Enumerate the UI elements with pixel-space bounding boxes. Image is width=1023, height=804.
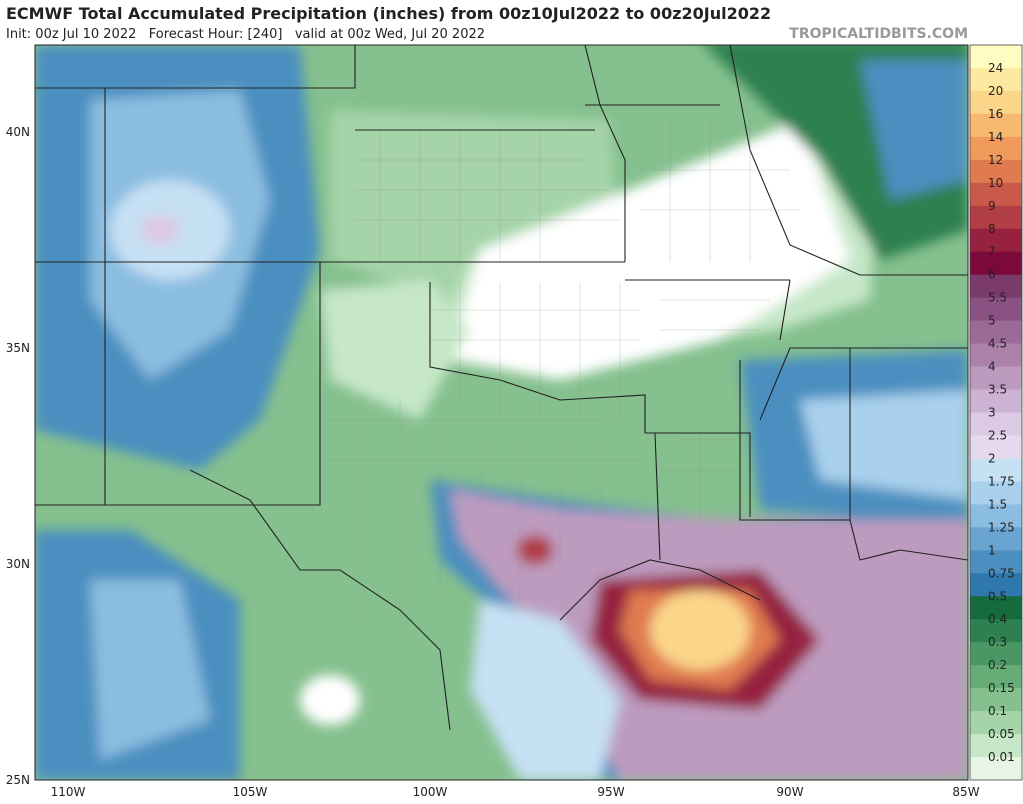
colorbar-label: 16 — [988, 107, 1003, 121]
lon-label: 100W — [413, 785, 448, 799]
colorbar-label: 0.05 — [988, 727, 1015, 741]
colorbar-swatch — [970, 343, 1022, 368]
lon-label: 85W — [952, 785, 979, 799]
colorbar-swatch — [970, 458, 1022, 482]
colorbar-swatch — [970, 734, 1022, 758]
lon-label: 110W — [51, 785, 86, 799]
lon-label: 90W — [776, 785, 803, 799]
colorbar-label: 2 — [988, 451, 996, 465]
colorbar-label: 1.75 — [988, 474, 1015, 488]
map-frame — [34, 44, 969, 781]
colorbar-label: 14 — [988, 130, 1003, 144]
colorbar-swatch — [970, 573, 1022, 597]
colorbar-label: 7 — [988, 245, 996, 259]
colorbar-label: 4 — [988, 360, 996, 374]
map — [35, 45, 968, 780]
site-name: TROPICALTIDBITS.COM — [789, 26, 968, 42]
colorbar-label: 12 — [988, 153, 1003, 167]
colorbar-swatch — [970, 481, 1022, 505]
colorbar-swatch — [970, 251, 1022, 276]
lat-label: 40N — [6, 125, 30, 139]
colorbar-label: 20 — [988, 84, 1003, 98]
colorbar-label: 4.5 — [988, 337, 1007, 351]
colorbar-swatch — [970, 228, 1022, 253]
colorbar-swatch — [970, 45, 1022, 69]
colorbar-swatch — [970, 90, 1022, 115]
colorbar-label: 10 — [988, 176, 1003, 190]
colorbar: 24 20 16 14 12 10 9 8 7 6 5.5 5 4.5 4 3.5 3 2.5 2 1.75 1.5 1… — [969, 44, 1023, 781]
colorbar-label: 2.5 — [988, 428, 1007, 442]
title: ECMWF Total Accumulated Precipitation (i… — [6, 4, 771, 23]
colorbar-label: 3 — [988, 406, 996, 420]
colorbar-label: 0.5 — [988, 589, 1007, 603]
colorbar-swatch — [970, 412, 1022, 436]
longitude-labels: 110W 105W 100W 95W 90W 85W — [51, 785, 980, 799]
colorbar-frame — [969, 44, 1023, 781]
colorbar-swatch — [970, 113, 1022, 138]
colorbar-label: 0.4 — [988, 612, 1007, 626]
colorbar-swatch — [970, 757, 1022, 781]
colorbar-label: 8 — [988, 222, 996, 236]
colorbar-swatch — [970, 136, 1022, 161]
colorbar-swatch — [970, 665, 1022, 689]
colorbar-swatch — [970, 711, 1022, 735]
colorbar-swatch — [970, 182, 1022, 207]
colorbar-label: 0.15 — [988, 681, 1015, 695]
colorbar-swatch — [970, 389, 1022, 413]
colorbar-swatch — [970, 550, 1022, 574]
colorbar-label: 0.01 — [988, 750, 1015, 764]
colorbar-label: 3.5 — [988, 383, 1007, 397]
lat-label: 35N — [6, 341, 30, 355]
colorbar-swatch — [970, 67, 1022, 92]
latitude-labels: 40N 35N 30N 25N — [6, 125, 30, 787]
subtitle: Init: 00z Jul 10 2022 Forecast Hour: [24… — [6, 27, 485, 42]
colorbar-label: 0.3 — [988, 635, 1007, 649]
colorbar-label: 0.2 — [988, 658, 1007, 672]
colorbar-swatch — [970, 527, 1022, 551]
colorbar-swatch — [970, 366, 1022, 391]
colorbar-label: 1.25 — [988, 520, 1015, 534]
colorbar-label: 0.1 — [988, 704, 1007, 718]
colorbar-label: 5 — [988, 314, 996, 328]
colorbar-label: 6 — [988, 268, 996, 282]
colorbar-swatch — [970, 297, 1022, 322]
colorbar-swatch — [970, 642, 1022, 666]
lat-label: 30N — [6, 557, 30, 571]
colorbar-label: 1.5 — [988, 497, 1007, 511]
colorbar-swatch — [970, 596, 1022, 620]
lon-label: 95W — [597, 785, 624, 799]
colorbar-swatch — [970, 688, 1022, 712]
lat-label: 25N — [6, 773, 30, 787]
lon-label: 105W — [233, 785, 268, 799]
colorbar-label: 24 — [988, 61, 1003, 75]
colorbar-swatch — [970, 205, 1022, 230]
colorbar-label: 5.5 — [988, 291, 1007, 305]
colorbar-swatch — [970, 504, 1022, 528]
colorbar-swatch — [970, 274, 1022, 299]
colorbar-label: 9 — [988, 199, 996, 213]
colorbar-swatch — [970, 435, 1022, 459]
colorbar-label: 0.75 — [988, 566, 1015, 580]
colorbar-swatch — [970, 619, 1022, 643]
colorbar-swatch — [970, 159, 1022, 184]
colorbar-swatch — [970, 320, 1022, 345]
colorbar-label: 1 — [988, 543, 996, 557]
